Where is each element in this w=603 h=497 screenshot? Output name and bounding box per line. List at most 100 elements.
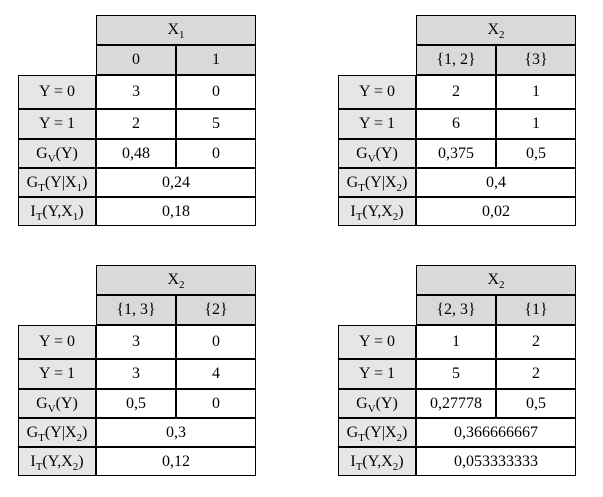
subscript: 2 <box>392 460 399 473</box>
value-cell: 2 <box>96 109 176 139</box>
subscript: T <box>35 210 43 223</box>
subscript: 1 <box>72 210 79 223</box>
label-text: ) <box>398 452 404 470</box>
value-cell: 3 <box>96 325 176 359</box>
value-cell: 5 <box>176 109 256 139</box>
label-text: G <box>346 173 359 191</box>
label-text: (Y,X <box>42 202 73 220</box>
label-text: (Y) <box>375 394 398 412</box>
value-cell: 2 <box>496 359 576 389</box>
value-cell: 0,375 <box>416 139 496 168</box>
summary-value: 0,366666667 <box>416 418 576 447</box>
subscript: 2 <box>179 279 185 291</box>
value-cell: 0,5 <box>96 389 176 418</box>
label-text: G <box>26 173 39 191</box>
summary-value: 0,18 <box>96 197 256 226</box>
label-text: ) <box>78 202 84 220</box>
label-text: (Y,X <box>42 452 73 470</box>
summary-label: G T (Y|X 2) <box>18 418 96 447</box>
subscript: V <box>47 152 56 165</box>
label-text: Y = 0 <box>39 83 75 100</box>
label-text: Y = 0 <box>359 83 395 100</box>
summary-label: G T (Y|X 2) <box>338 168 416 197</box>
subscript: T <box>355 210 363 223</box>
label-text: G <box>346 423 359 441</box>
value-cell: 6 <box>416 109 496 139</box>
label-text: (Y|X <box>44 423 77 441</box>
value-cell: 4 <box>176 359 256 389</box>
summary-label: I T (Y,X 2) <box>18 447 96 476</box>
subscript: 2 <box>392 210 399 223</box>
subscript: V <box>367 402 376 415</box>
label-text: ) <box>82 423 88 441</box>
label-text: (Y,X <box>362 202 393 220</box>
label-text: X <box>167 21 180 38</box>
label-text: I <box>30 202 36 220</box>
label-text: G <box>36 144 48 162</box>
label-text: X <box>487 21 500 38</box>
value-cell: 0 <box>176 325 256 359</box>
label-text: G <box>36 394 48 412</box>
subscript: V <box>367 152 376 165</box>
summary-label: I T (Y,X 1) <box>18 197 96 226</box>
subscript: V <box>47 402 56 415</box>
label-text: G <box>26 423 39 441</box>
value-cell: 3 <box>96 75 176 109</box>
summary-value: 0,053333333 <box>416 447 576 476</box>
label-text: I <box>350 452 356 470</box>
value-cell: 0,48 <box>96 139 176 168</box>
subscript: T <box>35 460 43 473</box>
label-text: I <box>30 452 36 470</box>
summary-label: I T (Y,X 2) <box>338 197 416 226</box>
label-text: ) <box>402 173 408 191</box>
summary-value: 0,3 <box>96 418 256 447</box>
label-text: G <box>356 394 368 412</box>
label-text: (Y,X <box>362 452 393 470</box>
label-text: X <box>167 271 180 288</box>
label-text: (Y) <box>375 144 398 162</box>
row-label: G V (Y) <box>18 389 96 418</box>
summary-label: I T (Y,X 2) <box>338 447 416 476</box>
label-text: Y = 1 <box>39 115 75 132</box>
value-cell: 2 <box>496 325 576 359</box>
value-cell: 0 <box>176 389 256 418</box>
column-header: 0 <box>96 45 176 75</box>
column-header: {2, 3} <box>416 295 496 325</box>
summary-value: 0,12 <box>96 447 256 476</box>
value-cell: 0 <box>176 75 256 109</box>
row-label: Y = 1 <box>18 359 96 389</box>
label-text: G <box>356 144 368 162</box>
label-text: I <box>350 202 356 220</box>
label-text: ) <box>82 173 88 191</box>
label-text: (Y) <box>55 394 78 412</box>
summary-value: 0,02 <box>416 197 576 226</box>
label-text: Y = 1 <box>359 115 395 132</box>
value-cell: 3 <box>96 359 176 389</box>
value-cell: 0,27778 <box>416 389 496 418</box>
row-label: G V (Y) <box>18 139 96 168</box>
row-label: Y = 0 <box>18 75 96 109</box>
value-cell: 0,5 <box>496 139 576 168</box>
summary-label: G T (Y|X 1) <box>18 168 96 197</box>
subscript: T <box>358 431 365 444</box>
summary-value: 0,24 <box>96 168 256 197</box>
summary-label: G T (Y|X 2) <box>338 418 416 447</box>
value-cell: 1 <box>416 325 496 359</box>
subscript: 2 <box>499 279 505 291</box>
column-header: {1, 2} <box>416 45 496 75</box>
label-text: ) <box>402 423 408 441</box>
label-text: (Y) <box>55 144 78 162</box>
row-label: Y = 1 <box>338 359 416 389</box>
subscript: 1 <box>179 29 185 41</box>
label-text: ) <box>398 202 404 220</box>
subscript: T <box>358 181 365 194</box>
label-text: (Y|X <box>364 423 397 441</box>
value-cell: 0,5 <box>496 389 576 418</box>
label-text: Y = 0 <box>359 333 395 350</box>
summary-value: 0,4 <box>416 168 576 197</box>
value-cell: 1 <box>496 75 576 109</box>
